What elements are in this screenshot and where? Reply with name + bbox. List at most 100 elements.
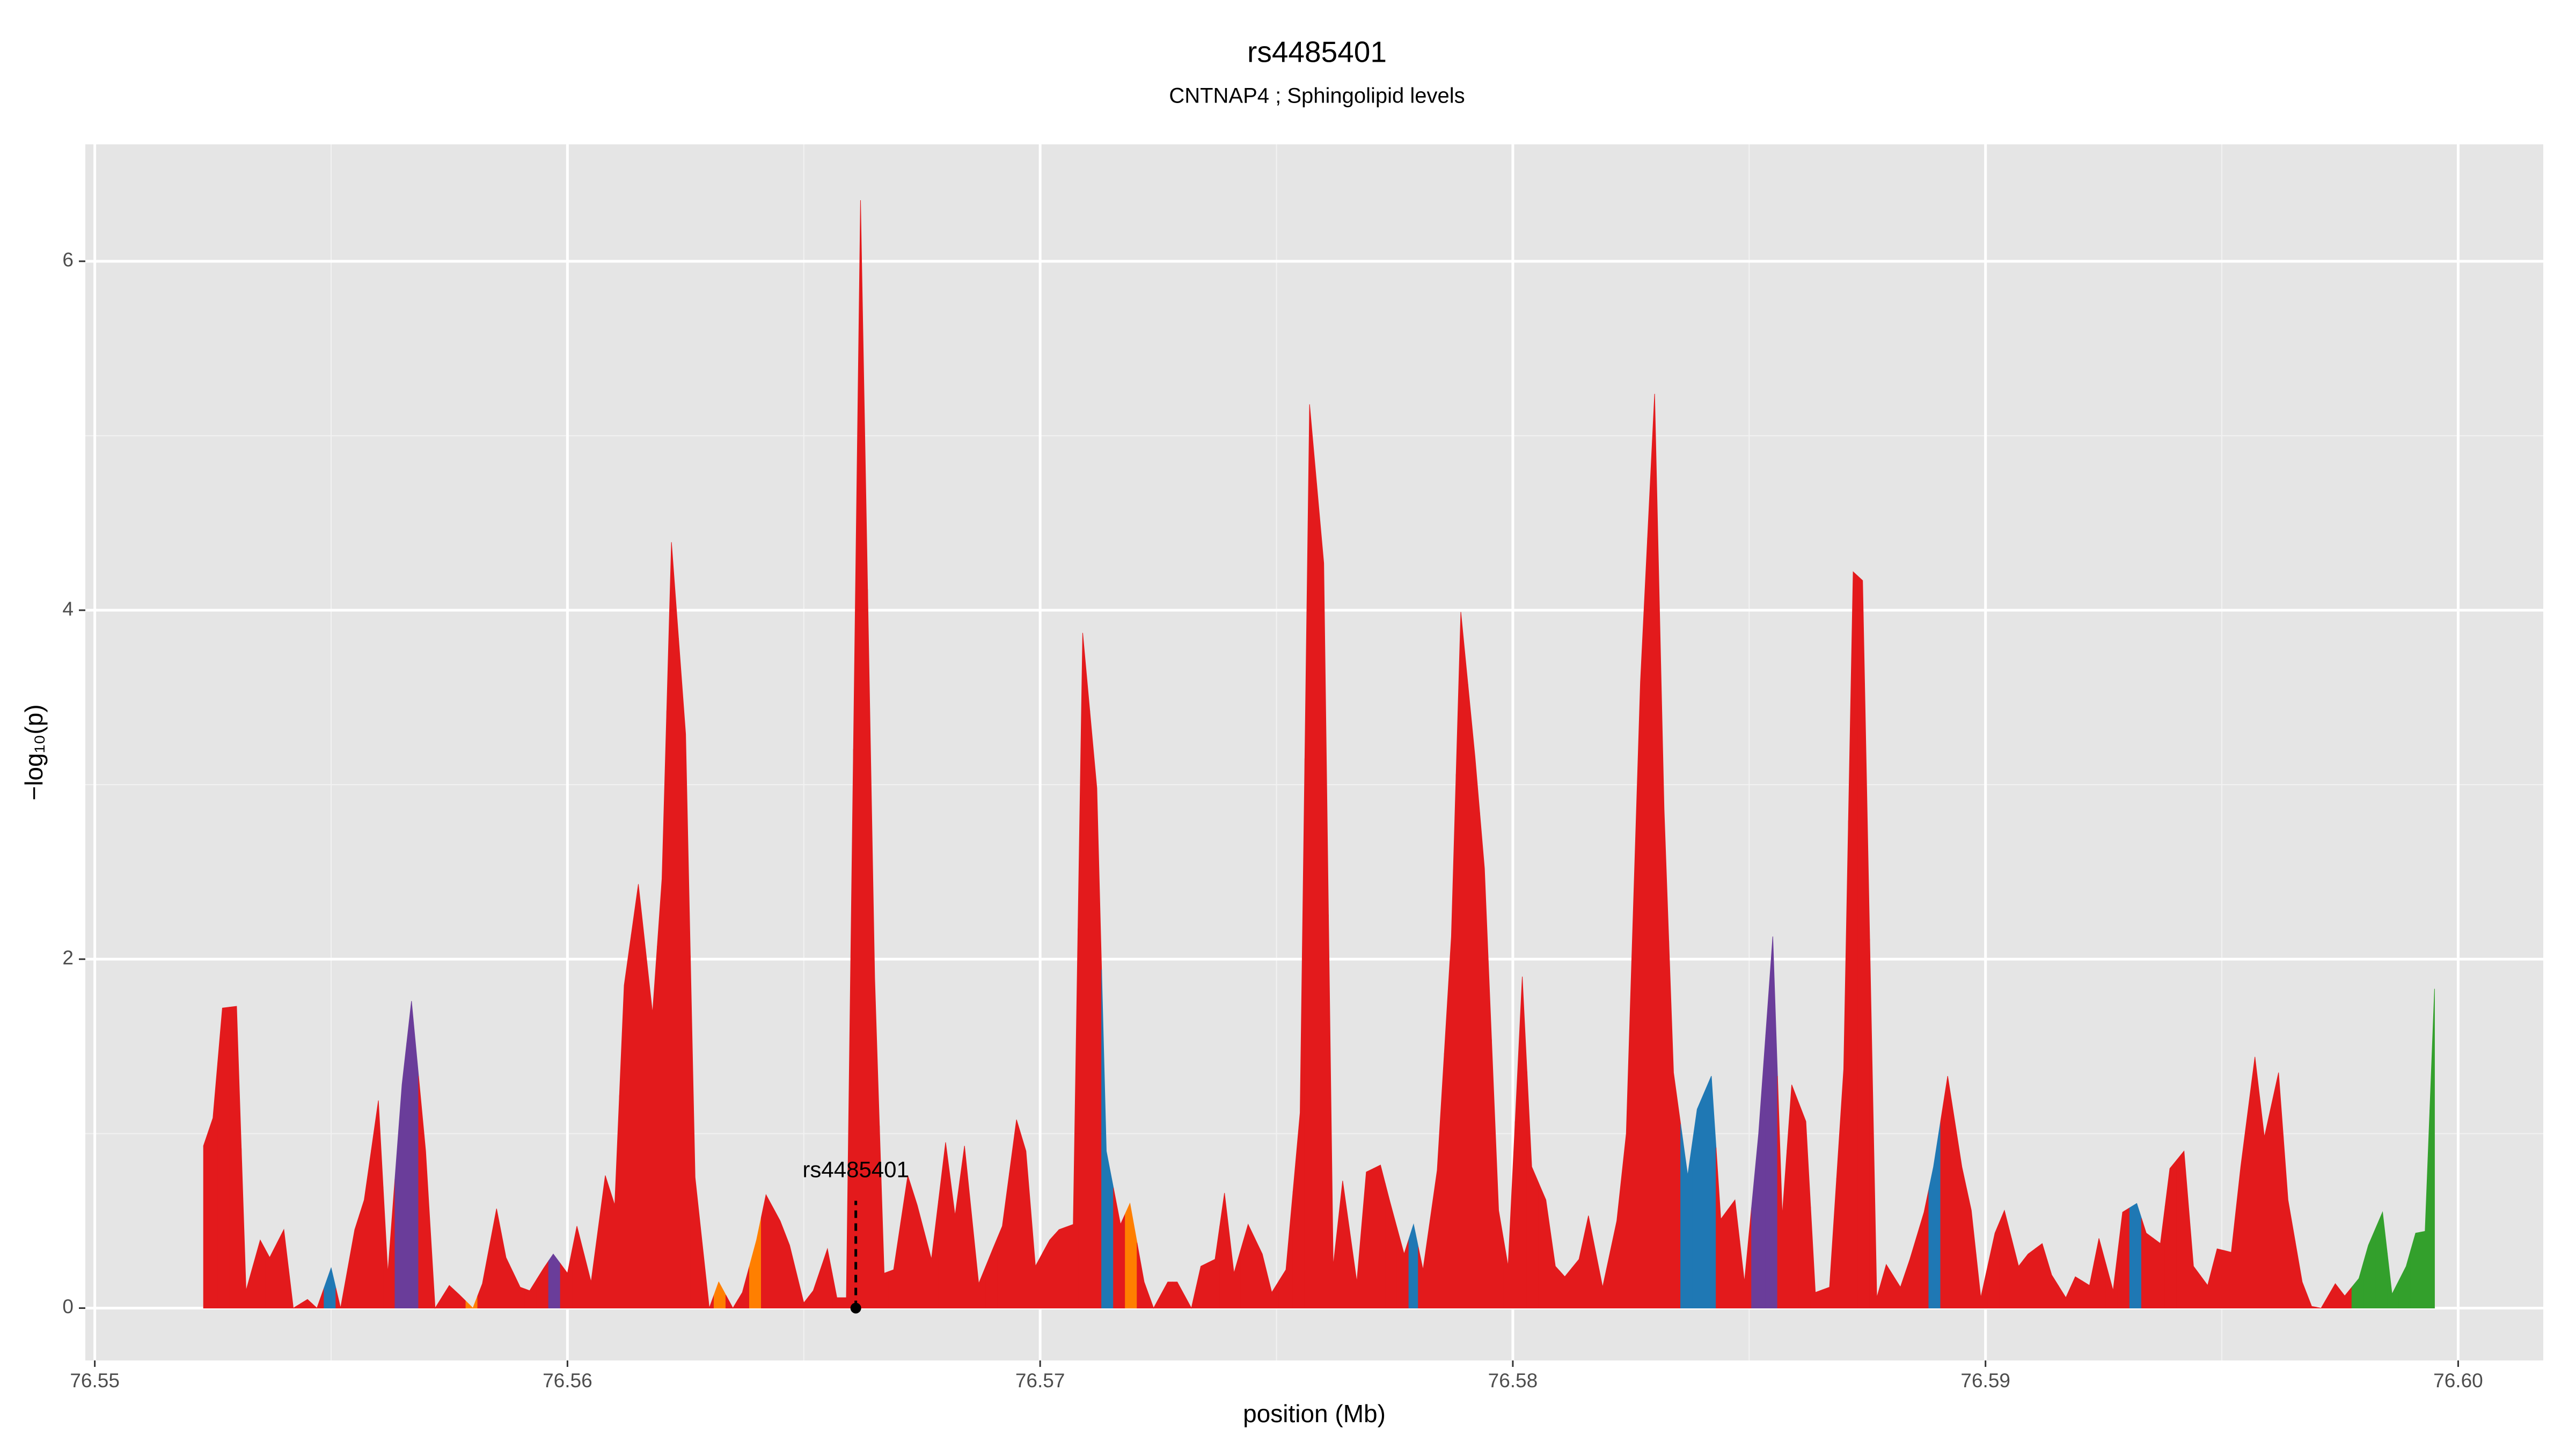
area-segment [1999,1209,2012,1308]
area-segment [1571,1237,1584,1308]
area-segment [657,710,667,1308]
area-segment [610,1095,620,1308]
area-segment [241,1148,254,1308]
area-segment [796,1274,809,1308]
area-segment [773,1208,786,1308]
area-segment [1916,1189,1929,1308]
area-segment [1491,1039,1504,1308]
area-segment [1292,758,1305,1308]
area-segment [2387,1253,2399,1308]
area-segment [253,1239,266,1308]
area-segment [1668,941,1681,1308]
area-segment [1526,1071,1539,1308]
chart-title: rs4485401 [1247,35,1387,69]
area-segment [1975,1254,1988,1308]
area-segment [2351,1262,2364,1308]
annotation-label: rs4485401 [802,1157,909,1182]
area-segment [2295,1241,2308,1308]
area-segment [524,1278,537,1308]
area-segment [1148,1294,1161,1309]
area-segment [1966,1188,1977,1308]
area-segment [959,1146,972,1308]
area-segment [853,200,868,1308]
area-segment [1728,1199,1740,1308]
x-tick-label: 76.58 [1488,1370,1538,1392]
x-tick-label: 76.57 [1015,1370,1065,1392]
area-segment [2023,1248,2036,1308]
area-segment [1954,1121,1967,1308]
area-segment [324,1267,336,1308]
area-segment [513,1272,525,1308]
area-segment [548,1253,561,1308]
area-segment [2164,1159,2177,1308]
area-segment [2236,1111,2249,1308]
area-segment [1550,1233,1561,1308]
area-segment [900,1175,913,1308]
area-segment [619,934,632,1308]
area-segment [1479,813,1492,1308]
area-segment [1777,1076,1788,1308]
area-segment [2339,1286,2352,1308]
area-segment [1337,1181,1350,1308]
area-segment [1560,1267,1572,1308]
area-segment [1267,1273,1279,1308]
area-segment [1893,1273,1906,1308]
area-segment [1928,1121,1941,1308]
area-segment [1647,393,1660,1308]
area-segment [701,1242,714,1308]
area-segment [501,1233,514,1308]
area-segment [1396,1227,1409,1308]
area-segment [2307,1294,2317,1308]
area-segment [477,1246,490,1308]
y-tick-label: 2 [62,947,74,969]
area-segment [2058,1285,2071,1308]
area-segment [1316,484,1329,1308]
area-segment [2283,1136,2296,1308]
area-segment [1101,969,1114,1308]
area-segment [1716,1147,1729,1308]
area-segment [1373,1165,1386,1308]
area-segment [1765,936,1778,1308]
area-segment [2046,1259,2059,1308]
area-segment [1184,1287,1197,1309]
area-segment [879,1125,889,1308]
area-segment [2223,1209,2236,1308]
area-segment [312,1287,325,1309]
area-segment [1066,928,1079,1308]
area-segment [2328,1283,2340,1308]
area-segment [2035,1243,2047,1308]
area-segment [1042,1234,1055,1308]
area-segment [2129,1203,2142,1308]
area-segment [2011,1238,2024,1308]
x-tick-label: 76.59 [1960,1370,2010,1392]
area-segment [1054,1226,1067,1308]
area-segment [2248,1057,2260,1308]
area-segment [645,946,658,1308]
area-segment [300,1299,313,1308]
area-segment [912,1190,925,1308]
area-segment [560,1249,573,1308]
area-segment [725,1294,738,1309]
y-tick-label: 4 [62,598,74,620]
x-tick-label: 76.55 [70,1370,120,1392]
area-segment [406,1001,419,1308]
area-segment [2141,1218,2154,1308]
area-segment [1857,575,1870,1308]
area-segment [2105,1251,2118,1308]
area-segment [1848,571,1858,1308]
area-segment [2316,1294,2329,1309]
area-segment [465,1296,478,1309]
area-segment [1030,1209,1043,1308]
area-segment [371,1100,384,1308]
annotation-point [850,1302,861,1314]
area-segment [2188,1209,2201,1308]
axes: 76.55 76.56 76.57 76.58 76.59 76.60 0 2 4 6 [62,249,2483,1392]
area-segment [1609,1177,1622,1308]
area-segment [808,1269,821,1308]
area-segment [690,955,702,1308]
area-segment [1787,1085,1799,1308]
area-segment [359,1150,372,1308]
area-segment [394,1043,407,1308]
